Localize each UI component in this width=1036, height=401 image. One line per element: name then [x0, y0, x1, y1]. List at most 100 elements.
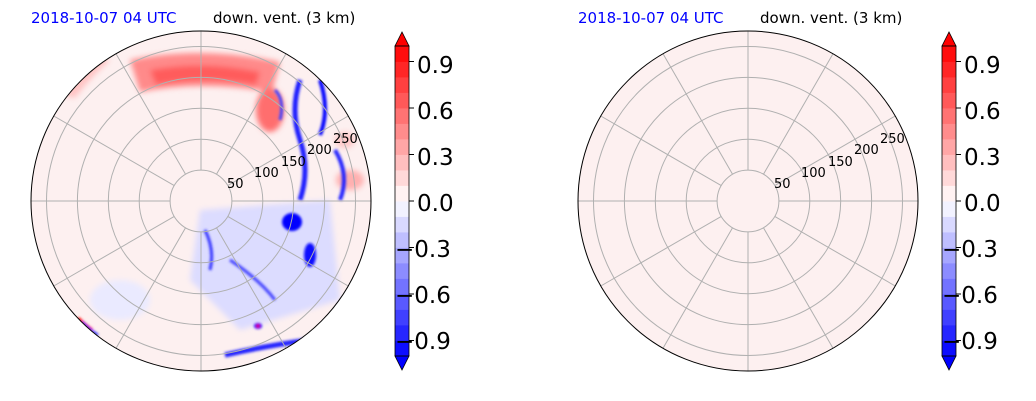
colorbar-level--0.9 — [942, 325, 956, 341]
colorbar-level--1.0 — [395, 340, 409, 357]
azimuth-gridline-330 — [774, 216, 896, 287]
left-r-tick-100: 100 — [254, 166, 279, 181]
negative-filament-ne-3 — [273, 88, 284, 121]
left-cb-tick-0.6: 0.6 — [417, 99, 454, 125]
colorbar-level--0.5 — [395, 263, 409, 279]
colorbar-level--0.3 — [395, 232, 409, 248]
left-cb-tick-neg0.6: −0.6 — [395, 283, 451, 309]
right-cb-tick-0.3: 0.3 — [964, 145, 1001, 171]
colorbar-level-0.9 — [395, 46, 409, 62]
colorbar-level-0.9 — [942, 46, 956, 62]
left-colorbar: 0.9 0.6 0.3 0.0 −0.3 −0.6 −0.9 — [394, 31, 454, 371]
colorbar-level-0.3 — [395, 139, 409, 155]
colorbar-level-0.5 — [395, 108, 409, 124]
negative-blob-east — [282, 213, 302, 231]
colorbar-level--0.5 — [942, 263, 956, 279]
azimuth-gridline-300 — [216, 227, 287, 349]
right-grid — [578, 31, 918, 371]
right-cb-tick-neg0.9: −0.9 — [942, 329, 998, 355]
right-title: down. vent. (3 km) — [760, 9, 902, 27]
right-cb-tick-0.6: 0.6 — [964, 99, 1001, 125]
colorbar-level-0.7 — [395, 77, 409, 93]
right-polar-plot: 50 100 150 200 250 — [577, 30, 919, 372]
azimuth-gridline-240 — [115, 227, 186, 349]
colorbar-level-0.5 — [942, 108, 956, 124]
colorbar-level--0.4 — [395, 247, 409, 264]
left-title: down. vent. (3 km) — [213, 9, 355, 27]
colorbar-level--0.6 — [942, 278, 956, 295]
azimuth-gridline-330 — [227, 216, 349, 287]
colorbar-level--0.7 — [942, 294, 956, 310]
colorbar-level-0.8 — [395, 61, 409, 78]
colorbar-level--1.0 — [942, 340, 956, 357]
negative-blob-east-2 — [304, 243, 316, 267]
right-plot-background — [578, 31, 918, 371]
colorbar-level-0.1 — [395, 170, 409, 186]
colorbar-level-0.7 — [942, 77, 956, 93]
right-colorbar-scale — [941, 31, 961, 371]
colorbar-level--0.1 — [942, 201, 956, 217]
right-r-tick-250: 250 — [880, 132, 905, 147]
colorbar-level--0.4 — [942, 247, 956, 264]
right-r-tick-200: 200 — [854, 143, 879, 158]
colorbar-level--0.2 — [942, 216, 956, 233]
azimuth-gridline-120 — [115, 53, 186, 175]
right-panel: 2018-10-07 04 UTC down. vent. (3 km) 50 … — [577, 9, 1001, 372]
right-r-tick-150: 150 — [828, 155, 853, 170]
left-azimuth-spokes — [31, 31, 371, 371]
negative-region-south-east-weak — [190, 200, 340, 330]
colorbar-level-0.2 — [942, 154, 956, 171]
azimuth-gridline-300 — [763, 227, 834, 349]
azimuth-gridline-210 — [53, 216, 175, 287]
right-date-label: 2018-10-07 04 UTC — [578, 9, 724, 27]
right-cb-tick-0.9: 0.9 — [964, 53, 1001, 79]
negative-filament-center — [203, 229, 214, 271]
left-r-tick-250: 250 — [333, 132, 358, 147]
colorbar-level-0.8 — [942, 61, 956, 78]
positive-region-east-rim — [336, 170, 364, 190]
right-cb-tick-neg0.3: −0.3 — [942, 237, 998, 263]
colorbar-extend-min — [941, 355, 957, 371]
right-cb-tick-0.0: 0.0 — [964, 191, 1001, 217]
left-polar-plot: 50 100 150 200 250 — [30, 30, 372, 372]
colorbar-level--0.9 — [395, 325, 409, 341]
colorbar-level--0.7 — [395, 294, 409, 310]
colorbar-level-0.4 — [395, 123, 409, 140]
azimuth-gridline-150 — [53, 115, 175, 186]
left-cb-tick-neg0.9: −0.9 — [395, 329, 451, 355]
left-cb-tick-0.0: 0.0 — [417, 191, 454, 217]
left-date-label: 2018-10-07 04 UTC — [31, 9, 177, 27]
left-panel: 2018-10-07 04 UTC down. vent. (3 km) — [30, 9, 454, 372]
left-cb-tick-0.9: 0.9 — [417, 53, 454, 79]
right-polar-frame — [577, 30, 919, 372]
positive-region-nne — [256, 88, 284, 132]
right-r-tick-100: 100 — [801, 166, 826, 181]
left-r-tick-150: 150 — [281, 155, 306, 170]
left-r-tick-50: 50 — [227, 177, 244, 192]
left-cb-tick-neg0.3: −0.3 — [395, 237, 451, 263]
left-polar-frame — [30, 30, 372, 372]
colorbar-level-0.1 — [942, 170, 956, 186]
azimuth-gridline-210 — [600, 216, 722, 287]
left-colorbar-scale — [394, 31, 414, 371]
colorbar-extend-max — [941, 31, 957, 47]
negative-filament-south — [229, 258, 277, 301]
negative-filament-ne-1 — [292, 79, 308, 201]
positive-region-east-upper — [335, 132, 355, 148]
left-weak-negative-regions — [90, 200, 340, 330]
azimuth-gridline-30 — [227, 115, 349, 186]
right-r-tick-50: 50 — [774, 177, 791, 192]
negative-region-south-west-weak — [90, 280, 150, 320]
colorbar-level-0.3 — [942, 139, 956, 155]
colorbar-level-0.6 — [942, 92, 956, 109]
colorbar-level--0.1 — [395, 201, 409, 217]
colorbar-level--0.3 — [942, 232, 956, 248]
colorbar-level-0.0 — [942, 185, 956, 202]
left-r-tick-200: 200 — [307, 143, 332, 158]
azimuth-gridline-150 — [600, 115, 722, 186]
right-colorbar: 0.9 0.6 0.3 0.0 −0.3 −0.6 −0.9 — [941, 31, 1001, 371]
right-azimuth-spokes — [578, 31, 918, 371]
left-grid — [31, 31, 371, 371]
colorbar-level-0.6 — [395, 92, 409, 109]
